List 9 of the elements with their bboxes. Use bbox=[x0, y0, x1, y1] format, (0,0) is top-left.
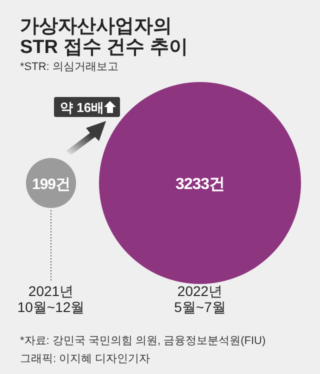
data-label: 199건 bbox=[32, 176, 70, 193]
text: 가상자산사업자의 STR 접수 건수 추이 bbox=[20, 16, 188, 58]
text: *자료: 강민국 국민의힘 의원, 금융정보분석원(FIU) bbox=[20, 335, 266, 347]
text: 약 16배 bbox=[60, 100, 104, 115]
text: *STR: 의심거래보고 bbox=[20, 61, 118, 73]
category-label: 2021년 10월~12월 bbox=[17, 283, 85, 315]
text: 그래픽: 이지혜 디자인기자 bbox=[20, 353, 150, 365]
data-label: 3233건 bbox=[175, 176, 225, 193]
category-label: 2022년 5월~7월 bbox=[174, 283, 226, 315]
